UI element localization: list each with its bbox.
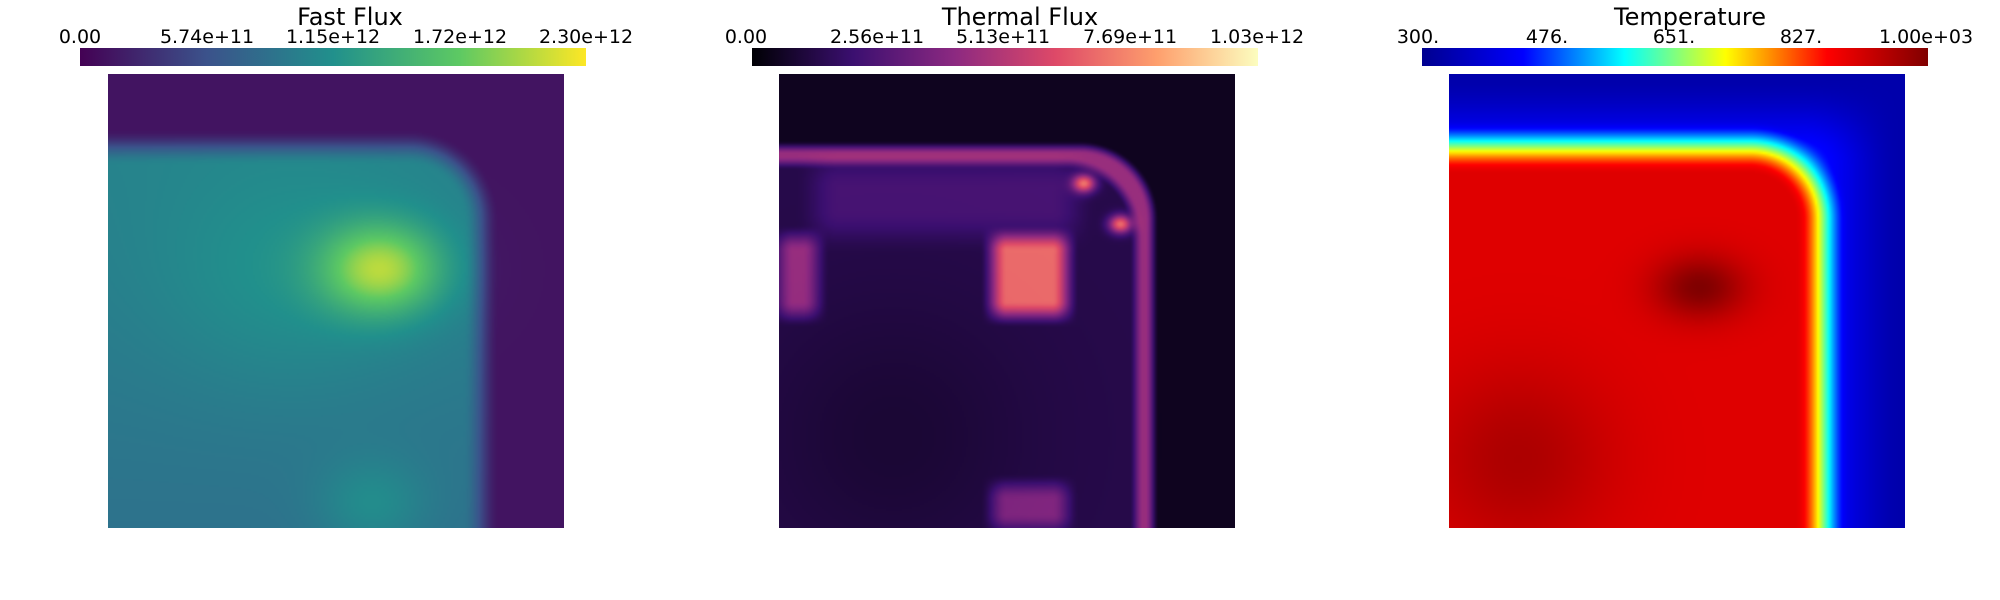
temperature-tick-0: 300. xyxy=(1396,26,1440,48)
temperature-title: Temperature xyxy=(1613,3,1767,31)
fast-flux-tick-1: 5.74e+11 xyxy=(159,26,255,48)
fast-flux-tick-2: 1.15e+12 xyxy=(285,26,381,48)
temperature-colorbar xyxy=(1422,48,1928,66)
thermal-flux-tick-1: 2.56e+11 xyxy=(829,26,925,48)
fast-flux-colorbar xyxy=(80,48,586,66)
fast-flux-panel: Fast Flux 0.00 5.74e+11 1.15e+12 1.72e+1… xyxy=(50,0,650,560)
fast-flux-tick-0: 0.00 xyxy=(58,26,102,48)
temperature-colorbar-ticks: 300. 476. 651. 827. 1.00e+03 xyxy=(1390,26,1990,48)
thermal-flux-tick-4: 1.03e+12 xyxy=(1209,26,1305,48)
thermal-flux-colorbar xyxy=(752,48,1258,66)
fast-flux-colorbar-ticks: 0.00 5.74e+11 1.15e+12 1.72e+12 2.30e+12 xyxy=(50,26,650,48)
temperature-tick-3: 827. xyxy=(1779,26,1823,48)
temperature-tick-4: 1.00e+03 xyxy=(1878,26,1974,48)
thermal-flux-colorbar-ticks: 0.00 2.56e+11 5.13e+11 7.69e+11 1.03e+12 xyxy=(720,26,1320,48)
temperature-panel: Temperature 300. 476. 651. 827. 1.00e+03 xyxy=(1390,0,1990,560)
fast-flux-tick-4: 2.30e+12 xyxy=(538,26,634,48)
fast-flux-field-image xyxy=(108,74,564,528)
temperature-field-image xyxy=(1449,74,1905,528)
temperature-tick-1: 476. xyxy=(1525,26,1569,48)
temperature-tick-2: 651. xyxy=(1652,26,1696,48)
fast-flux-tick-3: 1.72e+12 xyxy=(412,26,508,48)
fast-flux-title: Fast Flux xyxy=(297,3,403,31)
thermal-flux-tick-3: 7.69e+11 xyxy=(1082,26,1178,48)
thermal-flux-title: Thermal Flux xyxy=(941,3,1099,31)
thermal-flux-tick-2: 5.13e+11 xyxy=(955,26,1051,48)
thermal-flux-field-image xyxy=(779,74,1235,528)
thermal-flux-tick-0: 0.00 xyxy=(724,26,768,48)
thermal-flux-panel: Thermal Flux 0.00 2.56e+11 5.13e+11 7.69… xyxy=(720,0,1320,560)
